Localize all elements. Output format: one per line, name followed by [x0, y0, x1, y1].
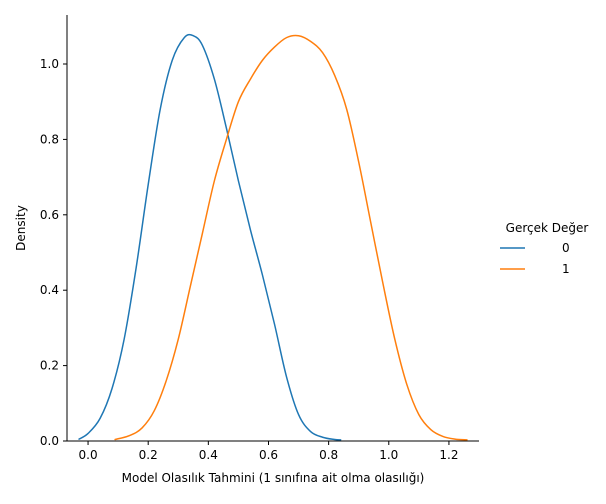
y-tick-label: 0.2 [40, 359, 59, 373]
y-tick-label: 0.8 [40, 132, 59, 146]
x-tick-label: 0.8 [319, 448, 338, 462]
x-tick-label: 1.2 [439, 448, 458, 462]
y-tick-label: 0.4 [40, 283, 59, 297]
x-tick-label: 0.6 [259, 448, 278, 462]
legend-title: Gerçek Değer [506, 221, 589, 235]
y-tick-label: 0.0 [40, 434, 59, 448]
x-tick-label: 0.0 [79, 448, 98, 462]
legend: Gerçek Değer 0 1 [500, 221, 588, 276]
y-tick-label: 1.0 [40, 57, 59, 71]
x-tick-label: 0.2 [139, 448, 158, 462]
y-tick-label: 0.6 [40, 208, 59, 222]
series-line-0 [78, 33, 342, 441]
legend-label-1: 1 [562, 262, 570, 276]
x-axis-label: Model Olasılık Tahmini (1 sınıfına ait o… [122, 471, 425, 485]
series-line-1 [114, 34, 468, 441]
legend-label-0: 0 [562, 241, 570, 255]
plot-area [78, 33, 468, 441]
y-axis-label: Density [14, 205, 28, 251]
x-tick-label: 0.4 [199, 448, 218, 462]
x-tick-label: 1.0 [379, 448, 398, 462]
axes: 0.0 0.2 0.4 0.6 0.8 1.0 1.2 0.0 0.2 0.4 0.6 0.8 1.0 [40, 15, 479, 462]
